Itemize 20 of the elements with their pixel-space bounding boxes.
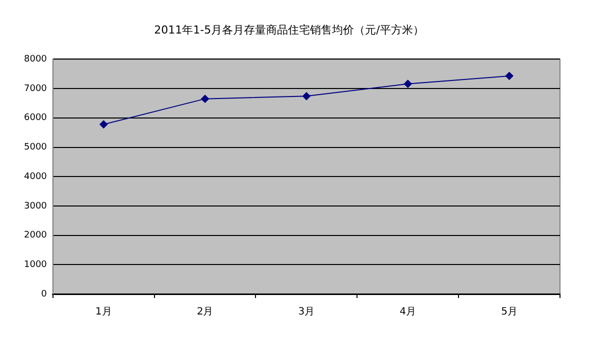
x-tick-label: 5月 <box>501 306 518 318</box>
y-tick-label: 0 <box>41 289 48 300</box>
point <box>505 72 514 80</box>
y-tick-label: 1000 <box>24 260 48 270</box>
point <box>100 120 108 128</box>
x-tick-label: 1月 <box>95 306 112 318</box>
x-tick-label: 3月 <box>298 306 315 318</box>
y-tick-label: 6000 <box>24 113 48 124</box>
chart-title: 2011年1-5月各月存量商品住宅销售均价（元/平方米） <box>154 23 424 36</box>
x-tick-label: 4月 <box>400 306 416 318</box>
y-tick-label: 3000 <box>24 201 48 212</box>
y-tick-label: 5000 <box>24 142 48 153</box>
x-tick-label: 2月 <box>196 306 214 318</box>
point <box>302 92 310 100</box>
y-tick-label: 4000 <box>24 172 48 182</box>
y-tick-label: 8000 <box>24 54 48 65</box>
y-tick-label: 7000 <box>24 84 48 94</box>
point <box>404 80 412 88</box>
y-tick-label: 2000 <box>24 230 48 241</box>
point <box>201 94 210 103</box>
